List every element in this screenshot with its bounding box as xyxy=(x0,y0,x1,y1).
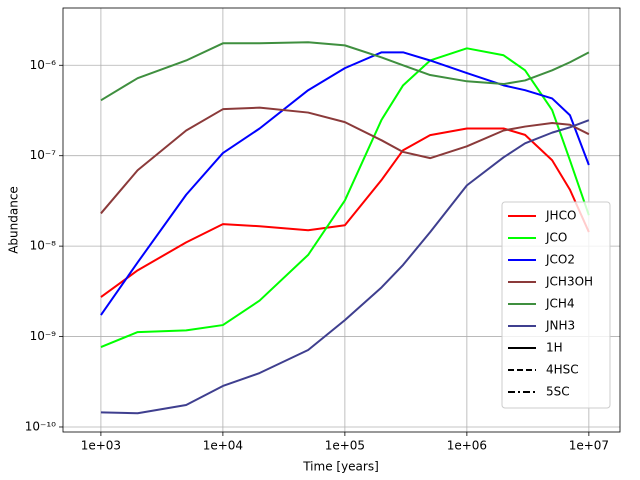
x-tick-label: 1e+06 xyxy=(447,439,487,453)
x-tick-label: 1e+07 xyxy=(569,439,609,453)
line-series xyxy=(100,47,590,348)
legend-label: 4HSC xyxy=(546,363,579,377)
y-axis-label: Abundance xyxy=(7,186,21,254)
y-tick-label: 10⁻⁹ xyxy=(30,329,57,343)
legend-box xyxy=(501,201,611,409)
y-tick-label: 10⁻¹⁰ xyxy=(25,419,56,433)
line-series xyxy=(100,51,590,316)
plot-frame xyxy=(62,7,621,433)
x-tick-label: 1e+03 xyxy=(81,439,121,453)
legend-label: JCO xyxy=(545,231,567,245)
line-series xyxy=(100,119,590,415)
legend-label: 5SC xyxy=(546,385,570,399)
x-tick-label: 1e+05 xyxy=(325,439,365,453)
x-tick-label: 1e+04 xyxy=(203,439,243,453)
y-tick-label: 10⁻⁸ xyxy=(30,239,57,253)
y-tick-label: 10⁻⁶ xyxy=(30,58,57,72)
x-axis-label: Time [years] xyxy=(302,460,379,474)
legend-label: JCH3OH xyxy=(545,275,593,289)
legend-label: JCH4 xyxy=(545,297,575,311)
legend: JHCO JCO JCO2 JCH3OH JCH4 JNH3 1H 4HSC 5SC xyxy=(501,201,611,409)
legend-label: 1H xyxy=(546,341,563,355)
legend-label: JCO2 xyxy=(545,253,575,267)
y-tick-label: 10⁻⁷ xyxy=(30,148,57,162)
legend-label: JNH3 xyxy=(545,319,575,333)
line-series xyxy=(100,106,590,215)
line-series xyxy=(100,41,590,102)
legend-label: JHCO xyxy=(545,209,576,223)
line-series xyxy=(100,127,590,298)
